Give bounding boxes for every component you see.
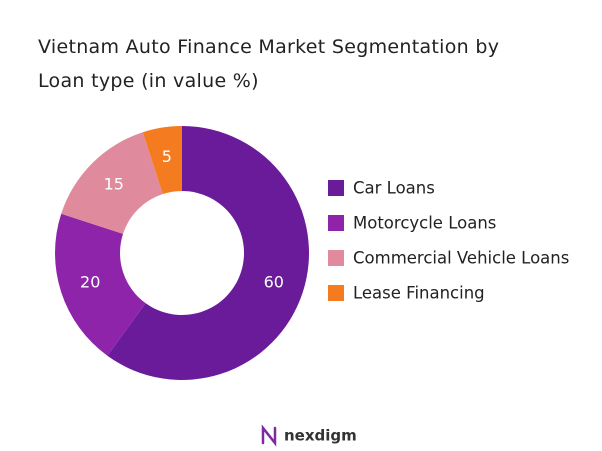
value-label: 60: [264, 272, 284, 291]
slice: [107, 126, 309, 380]
legend-swatch: [328, 180, 344, 196]
chart-title: Vietnam Auto Finance Market Segmentation…: [38, 36, 500, 92]
legend-swatch: [328, 215, 344, 231]
legend-label: Commercial Vehicle Loans: [353, 249, 569, 268]
slice: [61, 132, 163, 234]
legend-swatch: [328, 250, 344, 266]
brand-text: nexdigm: [284, 427, 357, 445]
value-label: 5: [162, 147, 172, 166]
slice: [55, 213, 146, 356]
legend-label: Lease Financing: [353, 284, 485, 303]
legend-label: Car Loans: [353, 179, 435, 198]
legend-label: Motorcycle Loans: [353, 214, 496, 233]
legend-swatch: [328, 285, 344, 301]
value-label: 15: [104, 174, 124, 193]
slice: [142, 126, 182, 195]
brand-icon: [261, 424, 277, 447]
value-label: 20: [80, 272, 100, 291]
